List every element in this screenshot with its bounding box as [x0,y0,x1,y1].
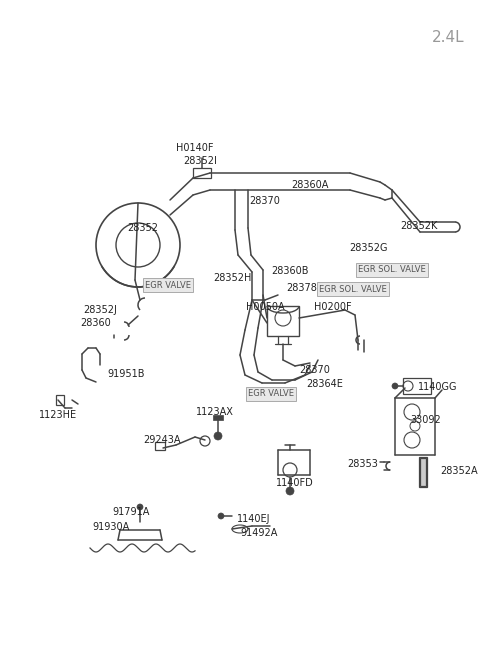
Text: 28360A: 28360A [291,180,329,190]
Text: 28352J: 28352J [83,305,117,315]
Text: 28352K: 28352K [400,221,437,231]
Circle shape [137,504,143,510]
Bar [403,378,431,394]
Text: 28352H: 28352H [213,273,251,283]
Text: EGR SOL. VALVE: EGR SOL. VALVE [358,265,426,274]
Text: 91791A: 91791A [112,507,150,517]
Text: H0050A: H0050A [246,302,284,312]
Bar [420,458,426,486]
Circle shape [214,432,222,440]
Text: 28370: 28370 [250,196,280,206]
Text: 91951B: 91951B [107,369,144,379]
Text: 1123AX: 1123AX [196,407,234,417]
Bar [213,415,223,420]
Text: 28360B: 28360B [271,266,309,276]
Text: 91930A: 91930A [92,522,130,532]
Text: EGR VALVE: EGR VALVE [248,390,294,398]
Text: 1123HE: 1123HE [39,410,77,420]
Circle shape [286,487,294,495]
Circle shape [392,383,398,389]
Text: H0200F: H0200F [314,302,352,312]
Bar [419,457,427,487]
Text: 28370: 28370 [300,365,330,375]
Text: 28360: 28360 [81,318,111,328]
Bar [267,306,299,336]
Text: 91492A: 91492A [240,528,277,538]
Text: 28352A: 28352A [440,466,478,476]
Text: 28352G: 28352G [349,243,387,253]
Text: 28352I: 28352I [183,156,217,166]
Bar [155,442,165,450]
Text: 29243A: 29243A [143,435,181,445]
Text: EGR SOL. VALVE: EGR SOL. VALVE [319,284,387,293]
Bar [193,168,211,178]
Text: 1140GG: 1140GG [418,382,457,392]
Text: 1140FD: 1140FD [276,478,314,488]
Text: 1140EJ: 1140EJ [237,514,271,524]
Text: 28352: 28352 [128,223,158,233]
Text: 28353: 28353 [347,459,378,469]
Text: H0140F: H0140F [176,143,214,153]
Circle shape [218,513,224,519]
Text: 28378: 28378 [287,283,317,293]
Text: 2.4L: 2.4L [432,31,464,45]
Text: EGR VALVE: EGR VALVE [145,280,191,290]
Text: 28364E: 28364E [307,379,343,389]
Text: 33092: 33092 [410,415,441,425]
Bar [56,395,64,405]
